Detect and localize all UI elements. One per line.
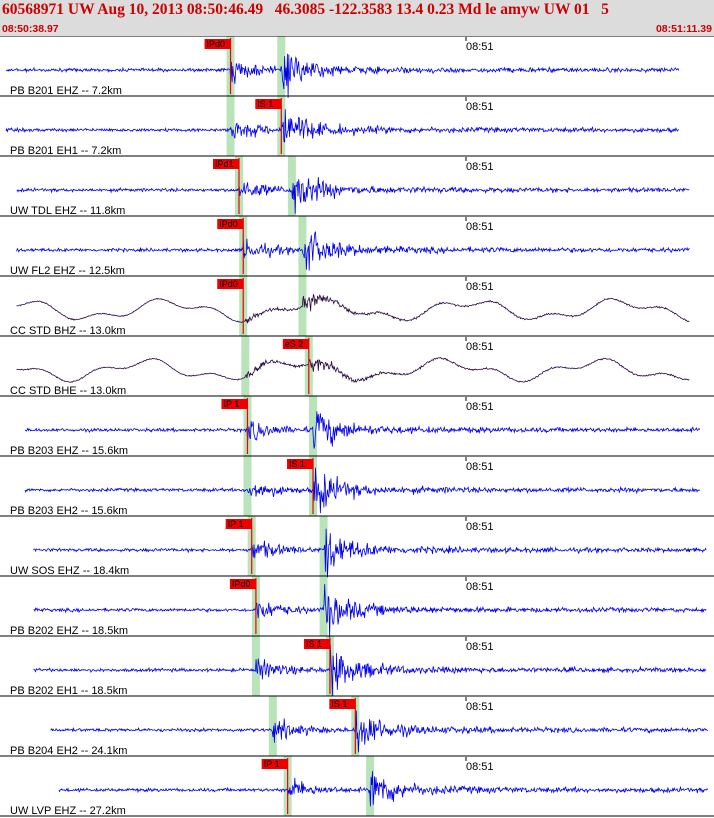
waveform <box>33 584 707 638</box>
pick-label: IPd1 <box>215 159 234 169</box>
time-tick-label: 08:51 <box>466 341 494 353</box>
station-label: PB B203 EHZ -- 15.6km <box>10 445 128 457</box>
s-arrival-band <box>298 216 307 276</box>
time-tick-label: 08:51 <box>466 161 494 173</box>
event-title: 60568971 UW Aug 10, 2013 08:50:46.49 46.… <box>2 1 609 18</box>
s-arrival-band <box>277 36 286 96</box>
waveform <box>16 176 690 214</box>
station-label: UW LVP EHZ -- 27.2km <box>10 805 126 817</box>
waveform <box>58 771 709 807</box>
time-tick-label: 08:51 <box>466 581 494 593</box>
time-tick-label: 08:51 <box>466 101 494 113</box>
time-end: 08:51:11.39 <box>655 23 712 35</box>
header-bar: 60568971 UW Aug 10, 2013 08:50:46.49 46.… <box>0 0 714 36</box>
waveform <box>16 231 690 271</box>
pick-tag <box>261 759 288 769</box>
trace-panel: 08:51 IS 1 PB B201 EH1 -- 7.2km <box>0 95 714 157</box>
station-label: PB B201 EH1 -- 7.2km <box>10 145 121 157</box>
pick-label: IS 1 <box>289 459 305 469</box>
time-tick-label: 08:51 <box>466 761 494 773</box>
trace-panel: 08:51 IPd0 UW FL2 EHZ -- 12.5km <box>0 215 714 277</box>
station-label: PB B202 EH1 -- 18.5km <box>10 685 127 697</box>
p-arrival-band <box>226 96 235 156</box>
waveform <box>33 528 707 578</box>
p-arrival-band <box>241 336 250 396</box>
time-tick-label: 08:51 <box>466 41 494 53</box>
pick-label: IPd0 <box>232 579 251 589</box>
pick-tag <box>217 219 244 229</box>
waveform <box>5 109 679 143</box>
pick-tag <box>212 159 239 169</box>
pick-tag <box>204 39 231 49</box>
station-label: UW FL2 EHZ -- 12.5km <box>10 265 125 277</box>
station-label: UW TDL EHZ -- 11.8km <box>10 205 125 217</box>
trace-panel: 08:51 IPd0 PB B202 EHZ -- 18.5km <box>0 575 714 638</box>
time-start: 08:50:38.97 <box>2 23 59 35</box>
station-label: PB B204 EH2 -- 24.1km <box>10 745 127 757</box>
pick-label: IS 1 <box>331 699 347 709</box>
waveform <box>16 356 690 384</box>
s-arrival-band <box>366 756 375 816</box>
time-tick-label: 08:51 <box>466 461 494 473</box>
pick-label: IPd0 <box>207 39 226 49</box>
seismogram-plot: 08:51 IPd0 PB B201 EHZ -- 7.2km 08:51 IS 1 PB… <box>0 36 714 817</box>
pick-tag <box>225 519 252 529</box>
station-label: CC STD BHZ -- 13.0km <box>10 325 126 337</box>
station-label: PB B203 EH2 -- 15.6km <box>10 505 127 517</box>
time-tick-label: 08:51 <box>466 701 494 713</box>
pick-tag <box>217 279 244 289</box>
time-tick-label: 08:51 <box>466 221 494 233</box>
waveform <box>24 467 701 514</box>
trace-panel: 08:51 IPd0 CC STD BHZ -- 13.0km <box>0 275 714 337</box>
time-tick-label: 08:51 <box>466 281 494 293</box>
pick-label: IPd0 <box>219 279 238 289</box>
station-label: CC STD BHE -- 13.0km <box>10 385 126 397</box>
waveform <box>16 294 690 324</box>
trace-panel: 08:51 IS 1 PB B202 EH1 -- 18.5km <box>0 635 714 697</box>
pick-label: IP 1 <box>264 759 280 769</box>
s-arrival-band <box>287 156 296 216</box>
trace-panel: 08:51 IP 1 UW LVP EHZ -- 27.2km <box>0 755 714 817</box>
trace-panel: 08:51 IP 1 PB B203 EHZ -- 15.6km <box>0 395 714 457</box>
station-label: PB B202 EHZ -- 18.5km <box>10 625 128 637</box>
trace-panel: 08:51 IS 1 PB B203 EH2 -- 15.6km <box>0 455 714 517</box>
trace-panel: 08:51 eS 2 CC STD BHE -- 13.0km <box>0 335 714 397</box>
s-arrival-band <box>309 396 318 456</box>
pick-tag <box>255 99 282 109</box>
time-tick-label: 08:51 <box>466 521 494 533</box>
pick-label: IPd0 <box>219 219 238 229</box>
pick-label: IS 1 <box>257 99 273 109</box>
station-label: PB B201 EHZ -- 7.2km <box>10 85 122 97</box>
station-label: UW SOS EHZ -- 18.4km <box>10 565 129 577</box>
pick-tag <box>329 699 356 709</box>
trace-panel: 08:51 IP 1 UW SOS EHZ -- 18.4km <box>0 515 714 578</box>
time-tick-label: 08:51 <box>466 401 494 413</box>
trace-panel: 08:51 IPd0 PB B201 EHZ -- 7.2km <box>0 36 714 98</box>
pick-tag <box>221 399 248 409</box>
time-tick-label: 08:51 <box>466 641 494 653</box>
pick-tag <box>303 639 330 649</box>
pick-label: eS 2 <box>285 339 304 349</box>
p-arrival-band <box>268 696 277 756</box>
p-arrival-band <box>243 456 252 516</box>
s-arrival-band <box>319 516 328 576</box>
waveform <box>33 644 707 697</box>
waveform <box>5 53 680 98</box>
pick-tag <box>282 339 309 349</box>
pick-tag <box>287 459 314 469</box>
pick-tag <box>229 579 256 589</box>
trace-panel: 08:51 IS 1 PB B204 EH2 -- 24.1km <box>0 695 714 757</box>
trace-panel: 08:51 IPd1 UW TDL EHZ -- 11.8km <box>0 155 714 217</box>
waveform <box>24 411 701 449</box>
pick-label: IP 1 <box>228 519 244 529</box>
pick-label: IS 1 <box>306 639 322 649</box>
pick-label: IP 1 <box>223 399 239 409</box>
waveform <box>50 710 709 753</box>
